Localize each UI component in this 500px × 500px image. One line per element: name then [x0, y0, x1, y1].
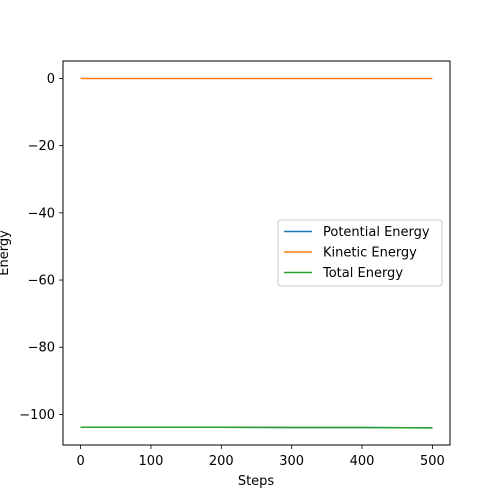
y-tick-label: −20 — [28, 139, 55, 154]
y-tick-label: −100 — [19, 408, 55, 423]
legend-entry-label: Kinetic Energy — [323, 246, 417, 261]
series-layer — [80, 77, 433, 429]
x-axis-label: Steps — [238, 474, 275, 489]
y-axis: 0 −20 −40 −60 −80 −100 — [19, 72, 63, 423]
legend: Potential Energy Kinetic Energy Total Ener… — [277, 219, 443, 287]
y-tick-label: −80 — [28, 341, 55, 356]
x-tick-label: 500 — [420, 454, 445, 469]
legend-entry-label: Potential Energy — [323, 225, 430, 240]
x-tick-label: 100 — [139, 454, 164, 469]
x-tick-label: 0 — [76, 454, 84, 469]
y-axis-label: Energy — [0, 230, 12, 276]
y-tick-label: −40 — [28, 206, 55, 221]
x-tick-label: 300 — [279, 454, 304, 469]
legend-entry-label: Total Energy — [322, 266, 403, 281]
y-tick-label: 0 — [47, 72, 55, 87]
legend-frame — [277, 219, 443, 287]
x-tick-label: 200 — [209, 454, 234, 469]
plot-area-frame — [62, 60, 451, 446]
x-axis: 0 100 200 300 400 500 — [76, 445, 445, 469]
x-tick-label: 400 — [350, 454, 375, 469]
series-line-2 — [80, 426, 433, 429]
y-tick-label: −60 — [28, 274, 55, 289]
